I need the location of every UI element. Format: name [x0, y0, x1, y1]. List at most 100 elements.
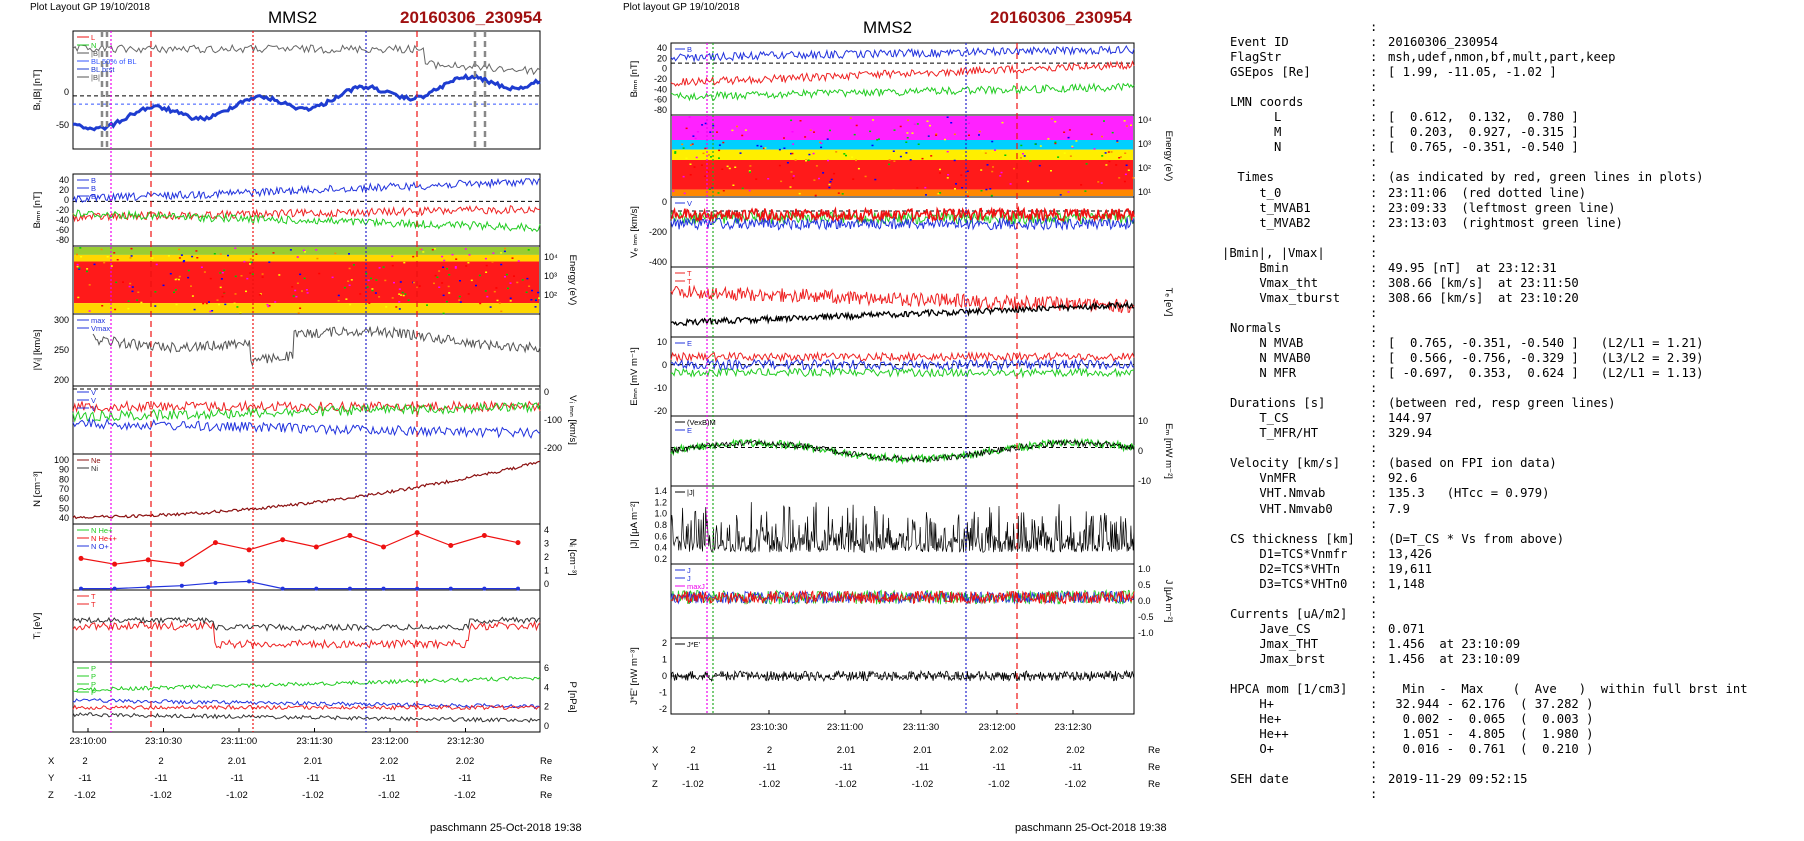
spectrogram-speckle [367, 279, 370, 282]
left-pos-value: -11 [154, 773, 167, 784]
left-pos-value: 2.02 [380, 756, 399, 767]
spectrogram-speckle [391, 264, 394, 267]
info-key [1230, 517, 1370, 532]
info-value: 0.002 - 0.065 ( 0.003 ) [1388, 712, 1594, 727]
left-panel-frame [72, 30, 541, 150]
mid-ylabel-2: Energy (eV) [1163, 131, 1174, 182]
spectrogram-speckle [438, 286, 441, 288]
spectrogram-speckle [893, 160, 896, 162]
spectrogram-speckle [818, 177, 820, 180]
spectrogram-speckle [946, 150, 949, 153]
mid-ytick: 1.2 [654, 497, 667, 507]
spectrogram-speckle [981, 149, 984, 152]
spectrogram-speckle [780, 180, 783, 183]
spectrogram-speckle [994, 149, 996, 151]
spectrogram-speckle [1118, 177, 1121, 179]
spectrogram-speckle [967, 195, 969, 198]
spectrogram-speckle [378, 296, 381, 298]
info-value: 23:11:06 (red dotted line) [1388, 185, 1587, 200]
spectrogram-speckle [261, 276, 264, 278]
spectrogram-speckle [939, 172, 941, 174]
mid-pos-value: 2.02 [1066, 745, 1085, 756]
mid-panel-frame [670, 266, 1135, 338]
p7-he-plus-point [516, 586, 520, 591]
mid-xtick: 23:10:30 [751, 722, 788, 733]
spectrogram-speckle [177, 278, 180, 281]
spectrogram-speckle [467, 262, 470, 264]
info-row: |Bmin|, |Vmax|: [1222, 246, 1748, 261]
info-row: : [1230, 787, 1748, 802]
spectrogram-speckle [398, 308, 401, 310]
spectrogram-speckle [304, 251, 306, 253]
spectrogram-speckle [131, 286, 134, 288]
spectrogram-speckle [458, 299, 461, 301]
spectrogram-speckle [760, 145, 763, 148]
info-colon: : [1370, 366, 1378, 381]
spectrogram-speckle [1059, 194, 1062, 196]
info-key: Vmax_tburst [1230, 290, 1341, 305]
left-pos-unit: Re [540, 773, 552, 784]
spectrogram-speckle [178, 248, 181, 251]
spectrogram-speckle [791, 131, 794, 133]
info-colon: : [1370, 441, 1378, 456]
spectrogram-speckle [500, 252, 503, 254]
spectrogram-speckle [219, 253, 222, 255]
mid-legend-label: T [687, 269, 692, 278]
spectrogram-speckle [114, 308, 117, 311]
mid-pos-value: 2 [767, 745, 772, 756]
spectrogram-speckle [516, 281, 519, 284]
info-value: [ 0.765, -0.351, -0.540 ] (L2/L1 = 1.21) [1388, 335, 1704, 350]
spectrogram-speckle [162, 284, 165, 287]
spectrogram-speckle [1050, 170, 1052, 172]
p7-he-plus-plus-point [448, 543, 454, 549]
spectrogram-speckle [691, 143, 694, 145]
spectrogram-speckle [190, 285, 192, 287]
info-key: He+ [1230, 712, 1282, 727]
spectrogram-speckle [246, 277, 249, 280]
spectrogram-speckle [251, 273, 254, 275]
spectrogram-speckle [484, 290, 487, 292]
spectrogram-speckle [509, 300, 512, 302]
spectrogram-speckle [352, 264, 355, 266]
spectrogram-speckle [672, 190, 675, 192]
spectrogram-speckle [448, 274, 451, 276]
mid-ylabel-7: |J| [μA m⁻²] [629, 501, 640, 549]
mid-ytick: -10 [654, 383, 667, 393]
p7-he-plus-plus-point [280, 537, 286, 543]
info-colon: : [1370, 200, 1378, 215]
mid-pos-value: 2.01 [913, 745, 932, 756]
info-value: (based on FPI ion data) [1388, 456, 1557, 471]
left-ytick: 2 [544, 552, 549, 562]
left-ytick: -80 [56, 235, 69, 245]
spectrogram-speckle [303, 277, 306, 280]
left-ytick: 50 [59, 503, 69, 513]
info-key [1230, 667, 1370, 682]
spectrogram-speckle [113, 252, 116, 254]
spectrogram-speckle [213, 253, 216, 255]
mid-ytick: 0.5 [1138, 580, 1151, 590]
spectrogram-speckle [693, 166, 696, 168]
spectrogram-speckle [227, 254, 229, 257]
info-value: 7.9 [1388, 501, 1411, 516]
spectrogram-speckle [348, 253, 350, 255]
spectrogram-speckle [174, 289, 177, 291]
p7-he-plus-point [179, 583, 184, 588]
spectrogram-speckle [1070, 191, 1073, 193]
p1-btot-trace [72, 43, 541, 76]
spectrogram-speckle [128, 285, 131, 288]
p7-he-plus-plus-point [78, 555, 84, 561]
mid-ytick: 1.0 [654, 509, 667, 519]
left-ytick: 6 [544, 663, 549, 673]
spectrogram-speckle [239, 311, 242, 314]
spectrogram-speckle [442, 266, 445, 268]
info-row: M: [ 0.203, 0.927, -0.315 ] [1230, 125, 1748, 140]
p7-he-plus-plus-point [381, 544, 387, 550]
spectrogram-speckle [1009, 183, 1012, 185]
spectrogram-speckle [183, 260, 186, 262]
info-row: Vmax_tht:308.66 [km/s] at 23:11:50 [1230, 276, 1748, 291]
spectrogram-speckle [1085, 163, 1088, 165]
info-row: He++: 1.051 - 4.805 ( 1.980 ) [1230, 727, 1748, 742]
spectrogram-speckle [892, 189, 895, 191]
spectrogram-speckle [182, 260, 185, 263]
m6-em-trace [670, 437, 1135, 465]
